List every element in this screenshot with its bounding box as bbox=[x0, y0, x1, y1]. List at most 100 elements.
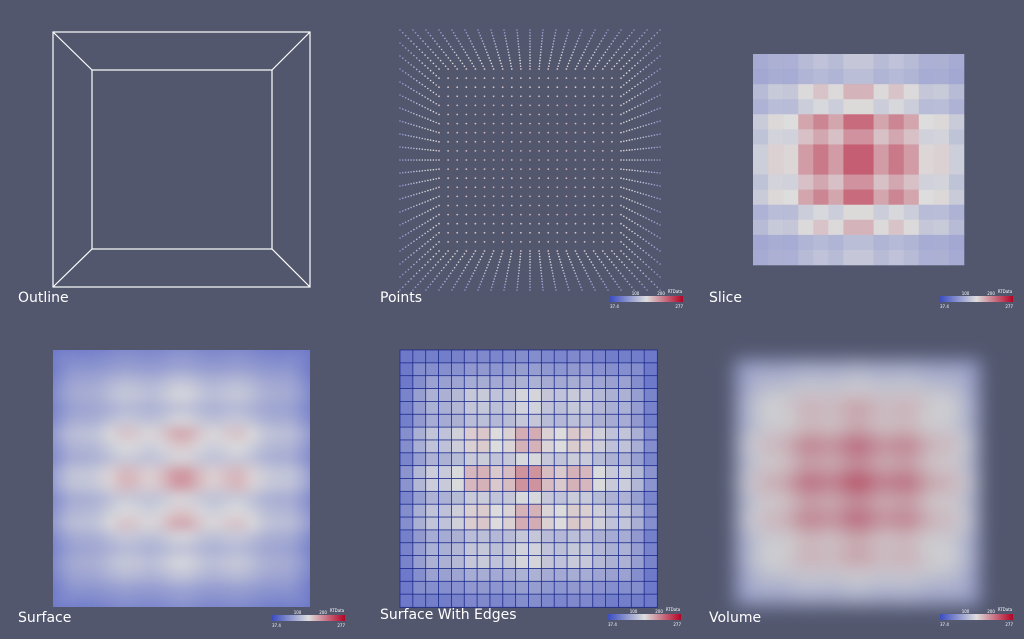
legend-bar bbox=[608, 614, 681, 620]
point bbox=[538, 140, 540, 143]
slice-cell bbox=[828, 249, 844, 266]
point bbox=[429, 159, 432, 161]
surface-cell bbox=[181, 401, 195, 415]
volume-cell bbox=[931, 519, 944, 532]
surface-cell bbox=[412, 516, 427, 531]
surface-cell bbox=[194, 478, 208, 492]
point bbox=[556, 204, 559, 207]
slice-cell bbox=[858, 219, 874, 236]
volume-cell bbox=[931, 531, 944, 545]
point bbox=[631, 97, 633, 100]
point bbox=[616, 283, 618, 286]
surface-cell bbox=[489, 555, 504, 570]
point bbox=[643, 286, 646, 289]
surface-cell bbox=[168, 594, 182, 607]
point bbox=[465, 32, 468, 34]
surface-cell bbox=[168, 504, 182, 518]
point bbox=[618, 59, 621, 62]
point bbox=[435, 168, 438, 171]
point bbox=[410, 147, 412, 149]
point bbox=[568, 59, 571, 62]
point bbox=[399, 237, 401, 239]
point bbox=[529, 62, 531, 65]
point bbox=[483, 204, 486, 207]
slice-cell bbox=[873, 129, 889, 145]
point bbox=[435, 215, 438, 218]
surface-cell bbox=[297, 362, 310, 376]
point bbox=[541, 34, 544, 37]
point bbox=[429, 198, 432, 201]
point bbox=[542, 289, 544, 291]
volume-cell bbox=[820, 470, 834, 483]
slice-cell bbox=[903, 174, 920, 190]
volume-cell bbox=[931, 580, 944, 594]
volume-cell bbox=[784, 445, 797, 459]
slice-cell bbox=[783, 204, 799, 221]
point bbox=[447, 159, 449, 161]
surface-cell bbox=[463, 529, 478, 544]
surface-cell bbox=[220, 581, 234, 595]
point bbox=[538, 150, 540, 152]
surface-cell bbox=[399, 439, 414, 454]
point bbox=[656, 32, 658, 34]
surface-cell bbox=[579, 439, 594, 454]
slice-cell bbox=[753, 54, 769, 70]
volume-cell bbox=[906, 494, 920, 508]
point bbox=[650, 220, 653, 222]
point bbox=[465, 122, 468, 125]
legend-min: 37.4 bbox=[940, 622, 949, 627]
point bbox=[653, 47, 656, 49]
point bbox=[476, 264, 479, 266]
point bbox=[492, 222, 495, 225]
point bbox=[451, 289, 453, 291]
points bbox=[399, 29, 661, 291]
point bbox=[567, 255, 570, 258]
point bbox=[653, 59, 656, 62]
slice-cell bbox=[918, 129, 935, 145]
point bbox=[590, 37, 592, 40]
point bbox=[636, 170, 639, 172]
point bbox=[421, 116, 424, 118]
point bbox=[483, 159, 486, 161]
slice-cell bbox=[903, 69, 920, 85]
point bbox=[611, 231, 613, 234]
point bbox=[628, 129, 631, 131]
surface-cell bbox=[618, 426, 633, 441]
point bbox=[540, 43, 543, 45]
slice-cell bbox=[783, 54, 799, 70]
point bbox=[418, 203, 421, 205]
point bbox=[625, 91, 628, 94]
surface-cell bbox=[643, 465, 658, 480]
panel-label: Points bbox=[380, 290, 422, 306]
slice-cell bbox=[798, 84, 814, 100]
surface-cell bbox=[78, 401, 92, 415]
volume-cell bbox=[882, 384, 895, 398]
slice-cell bbox=[903, 99, 920, 115]
slice-cell bbox=[753, 189, 769, 206]
surface-cell bbox=[643, 375, 658, 390]
point bbox=[402, 146, 404, 149]
point bbox=[436, 275, 438, 277]
point bbox=[462, 269, 465, 272]
surface-cell bbox=[553, 400, 568, 415]
point bbox=[568, 258, 571, 261]
surface-cell bbox=[168, 452, 182, 466]
surface-cell bbox=[91, 362, 105, 376]
point bbox=[461, 272, 463, 275]
point bbox=[445, 54, 447, 56]
volume-cell bbox=[808, 433, 822, 447]
point bbox=[583, 150, 586, 152]
point bbox=[438, 29, 440, 31]
surface-cell bbox=[643, 349, 658, 364]
point bbox=[631, 149, 633, 151]
point bbox=[601, 186, 604, 189]
point bbox=[510, 95, 513, 98]
volume-cell bbox=[869, 458, 883, 471]
surface-cell bbox=[297, 555, 310, 569]
slice-cell bbox=[873, 144, 889, 160]
surface-cell bbox=[65, 542, 79, 556]
volume-cell bbox=[943, 409, 956, 422]
point bbox=[653, 72, 656, 74]
point bbox=[520, 68, 522, 70]
surface-cell bbox=[566, 452, 581, 467]
